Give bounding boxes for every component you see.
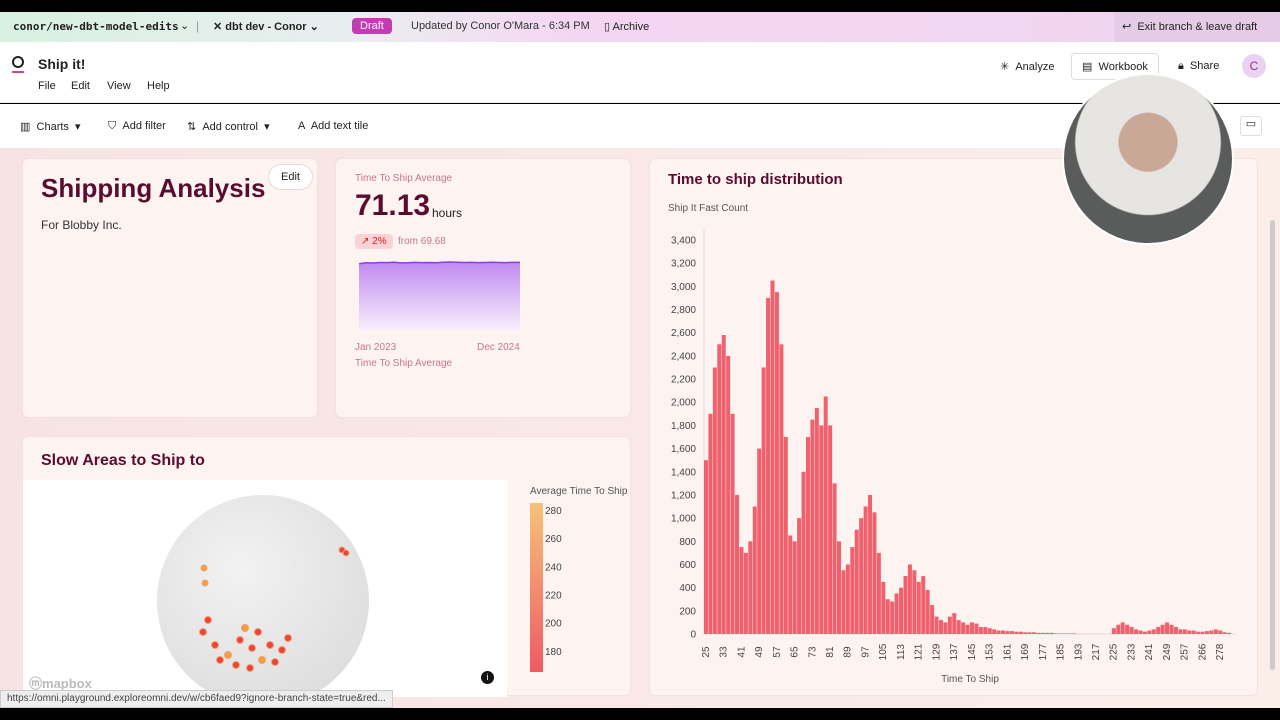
kpi-from: from 69.68 xyxy=(398,236,446,247)
device-toggle[interactable]: ▭ xyxy=(1240,116,1262,136)
draft-badge[interactable]: Draft xyxy=(352,18,392,34)
add-text-tile[interactable]: A Add text tile xyxy=(298,120,369,132)
charts-button[interactable]: ▥ Charts ▾ xyxy=(20,121,81,133)
menu-item[interactable]: Help xyxy=(147,80,170,92)
analyze-label: Analyze xyxy=(1015,61,1055,73)
toolbar-label: Charts xyxy=(36,121,69,133)
updated-by: Updated by Conor O'Mara - 6:34 PM xyxy=(411,20,590,32)
logo-mark xyxy=(12,71,24,73)
status-url: https://omni.playground.exploreomni.dev/… xyxy=(0,690,393,708)
branch-bar: conor/new-dbt-model-edits ⌄ | ✕ dbt dev … xyxy=(0,12,1280,42)
avatar[interactable]: C xyxy=(1242,54,1266,78)
kpi-value: 71.13 xyxy=(355,189,431,222)
menu-item[interactable]: File xyxy=(38,80,56,92)
toolbar-label: Add control xyxy=(202,121,258,133)
info-icon: i xyxy=(481,671,494,684)
scrollbar xyxy=(1270,220,1275,670)
archive-label: Archive xyxy=(612,21,650,33)
archive[interactable]: ▯ Archive xyxy=(604,21,650,33)
attribution-text: mapbox xyxy=(42,676,92,691)
menu-item[interactable]: Edit xyxy=(71,80,90,92)
exit-branch[interactable]: ↩ Exit branch & leave draft xyxy=(1114,12,1280,42)
kpi-change-value: 2% xyxy=(372,236,387,247)
divider: | xyxy=(196,19,200,33)
map-area: ⓜmapbox i xyxy=(23,480,507,707)
kpi-tile: Time To Ship Average 71.13 hours ↗ 2% fr… xyxy=(335,158,631,418)
analyze[interactable]: ✳ Analyze xyxy=(1000,61,1055,73)
doc-title: Ship it! xyxy=(38,56,86,72)
kpi-unit: hours xyxy=(432,206,463,220)
spark-end: Dec 2024 xyxy=(477,342,520,353)
spark-start: Jan 2023 xyxy=(355,342,397,353)
environment-name: dbt dev - Conor xyxy=(225,21,307,33)
edit-button[interactable]: Edit xyxy=(268,164,313,190)
map-tile: Slow Areas to Ship to ⓜmapbox i xyxy=(22,436,631,707)
chevron: ⌄ xyxy=(180,20,190,32)
workbook-label: Workbook xyxy=(1098,61,1148,73)
globe xyxy=(157,495,369,707)
text-tile: Shipping Analysis For Blobby Inc. Edit xyxy=(22,158,318,418)
header: Ship it! File Edit View Help ✳ Analyze ▤… xyxy=(0,42,1280,103)
share-label: Share xyxy=(1189,60,1220,72)
map-attribution: ⓜmapbox xyxy=(29,676,92,691)
share[interactable]: 🔒︎ Share xyxy=(1178,60,1220,72)
kpi-change: ↗ 2% xyxy=(355,234,393,249)
add-filter[interactable]: ⛉ Add filter xyxy=(108,120,166,132)
tile-title: Shipping Analysis xyxy=(41,173,266,203)
menu-item[interactable]: View xyxy=(107,80,131,92)
map-title: Slow Areas to Ship to xyxy=(41,452,205,469)
toolbar-label: Add filter xyxy=(122,120,166,132)
spark-caption: Time To Ship Average xyxy=(355,358,453,369)
exit-label: Exit branch & leave draft xyxy=(1137,21,1258,33)
environment[interactable]: ✕ dbt dev - Conor ⌄ xyxy=(213,21,319,33)
tile-subtitle: For Blobby Inc. xyxy=(41,218,122,232)
kpi-label: Time To Ship Average xyxy=(355,173,453,184)
logo xyxy=(12,56,24,68)
webcam-overlay xyxy=(1062,73,1234,245)
branch-name[interactable]: conor/new-dbt-model-edits xyxy=(13,20,179,33)
dashboard: Shipping Analysis For Blobby Inc. Edit T… xyxy=(0,148,1280,708)
add-control[interactable]: ⇅ Add control ▾ xyxy=(187,121,270,133)
toolbar-label: Add text tile xyxy=(310,120,369,132)
